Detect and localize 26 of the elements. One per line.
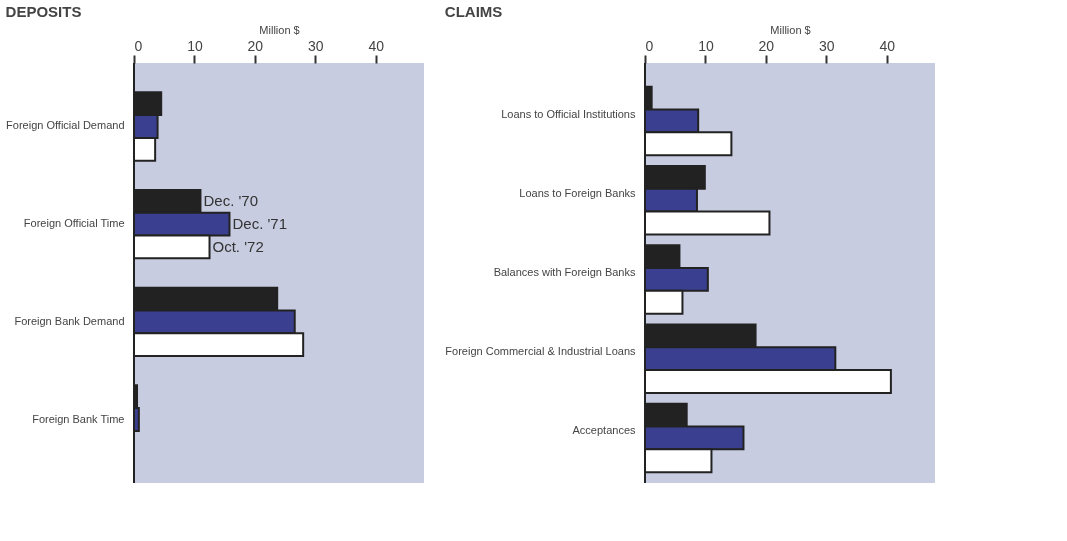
- x-tick-label: 10: [187, 37, 203, 54]
- x-tick-label: 40: [879, 37, 896, 54]
- x-tick-label: 0: [134, 37, 143, 54]
- y-tick-label: Loans to Official Institutions: [501, 107, 636, 120]
- y-tick-label: Balances with Foreign Banks: [493, 266, 636, 278]
- x-tick-label: 0: [645, 37, 654, 54]
- y-tick-label: Loans to Foreign Banks: [519, 186, 636, 199]
- chart-title: DEPOSITS: [5, 3, 82, 20]
- y-tick-label: Foreign Official Demand: [6, 119, 125, 132]
- x-tick-label: 20: [758, 37, 775, 54]
- x-tick-label: 40: [368, 37, 385, 54]
- text: CLAIMS: [444, 3, 503, 20]
- y-tick-label: Foreign Official Time: [23, 217, 125, 230]
- y-tick-label: Foreign Bank Demand: [14, 314, 125, 327]
- x-axis-title: Million $: [259, 23, 300, 36]
- x-tick-label: 30: [818, 37, 835, 54]
- x-tick-label: 20: [247, 37, 264, 54]
- x-tick-label: 30: [307, 37, 324, 54]
- x-axis-title: Million $: [770, 23, 811, 36]
- series-label: Dec. '71: [232, 215, 288, 233]
- x-tick-label: 10: [698, 37, 714, 54]
- series-label: Dec. '70: [203, 192, 259, 210]
- series-label: Oct. '72: [212, 237, 264, 255]
- y-tick-label: Acceptances: [572, 424, 636, 437]
- y-tick-label: Foreign Bank Time: [32, 412, 125, 425]
- y-tick-label: Foreign Commercial & Industrial Loans: [445, 345, 636, 358]
